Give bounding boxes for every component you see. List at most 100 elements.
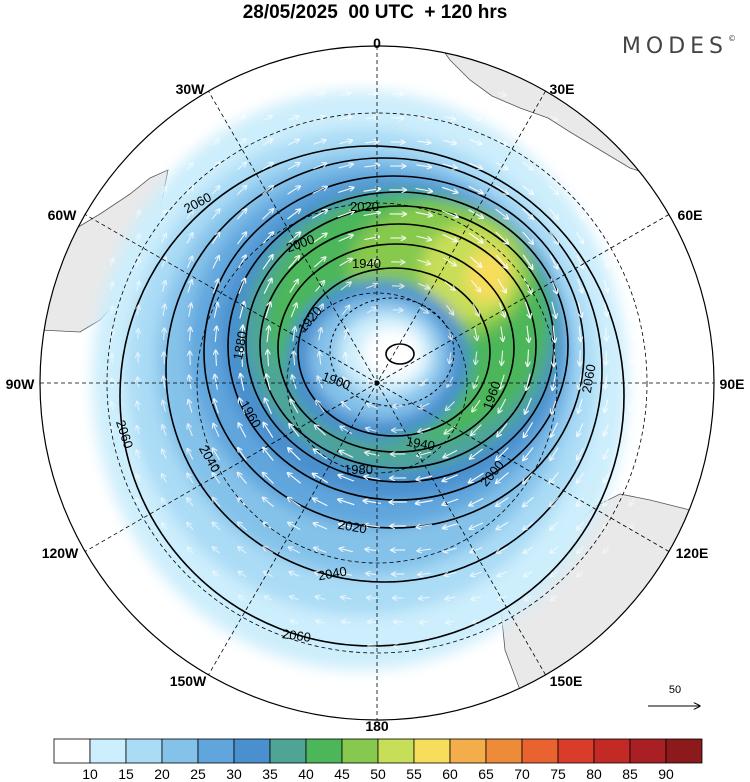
wind-vector-arrow [527, 325, 529, 343]
wind-vector-arrow [163, 304, 165, 316]
wind-vector-arrow [578, 398, 583, 413]
wind-vector-arrow [136, 210, 140, 218]
copyright-mark: © [728, 34, 736, 43]
wind-vector-arrow [238, 547, 247, 554]
wind-vector-arrow [186, 139, 193, 146]
wind-vector-arrow [366, 284, 377, 289]
wind-vector-arrow [444, 93, 455, 95]
wind-vector-arrow [136, 498, 140, 506]
wind-vector-arrow [577, 546, 584, 553]
wind-vector-arrow [657, 257, 660, 267]
wind-vector-arrow [657, 281, 659, 290]
colorbar-tick-label: 60 [442, 766, 458, 782]
wind-vector-arrow [365, 260, 378, 265]
wind-vector-arrow [287, 232, 300, 245]
wind-vector-arrow [213, 448, 220, 461]
wind-vector-arrow [339, 548, 353, 553]
wind-vector-arrow [576, 472, 585, 483]
contour-2000 [227, 191, 569, 501]
wind-vector-arrow [524, 301, 531, 318]
wind-vector-arrow [444, 281, 455, 291]
wind-vector-arrow [496, 521, 509, 529]
wind-vector-arrow [289, 279, 298, 293]
wind-vector-arrow [577, 570, 584, 576]
lon-label-180: 180 [365, 718, 389, 734]
wind-vector-arrow [288, 522, 301, 531]
wind-vector-arrow [238, 92, 245, 96]
wind-vector-arrow [418, 427, 431, 432]
wind-vector-arrow [293, 351, 294, 366]
wind-vector-arrow [337, 188, 354, 194]
wind-vector-arrow [417, 259, 430, 264]
wind-vector-arrow [339, 140, 352, 143]
wind-vector-arrow [288, 116, 299, 121]
wind-vector-arrow [496, 255, 508, 268]
wind-vector-arrow [576, 162, 583, 169]
wind-vector-arrow [550, 521, 559, 530]
wind-vector-arrow [604, 423, 609, 436]
wind-vector-arrow [316, 304, 323, 317]
wind-vector-arrow [443, 523, 458, 529]
wind-vector-arrow [415, 189, 433, 192]
wind-vector-arrow [313, 498, 328, 507]
wind-vector-arrow [550, 496, 559, 506]
wind-vector-arrow [549, 208, 559, 220]
wind-vector-arrow [337, 211, 355, 218]
wind-vector-arrow [550, 278, 557, 293]
wind-vector-arrow [314, 572, 326, 577]
wind-vector-arrow [495, 231, 509, 244]
wind-vector-arrow [211, 209, 220, 220]
wind-vector-arrow [188, 424, 193, 437]
wind-vector-arrow [238, 423, 247, 438]
wind-vector-arrow [187, 280, 192, 293]
wind-vector-arrow [238, 596, 246, 600]
wind-vector-arrow [242, 349, 243, 367]
wind-vector-arrow [161, 257, 166, 268]
wind-vector-arrow [416, 475, 433, 480]
wind-vector-arrow [468, 472, 484, 483]
wind-vector-arrow [523, 138, 532, 145]
colorbar-swatch [629, 738, 667, 764]
wind-vector-arrow [313, 257, 326, 268]
wind-vector-arrow [367, 307, 376, 314]
wind-vector-arrow [468, 185, 483, 193]
wind-vector-arrow [657, 377, 658, 387]
wind-vector-arrow [367, 404, 378, 409]
wind-vector-arrow [442, 163, 457, 168]
wind-vector-arrow [441, 186, 458, 192]
wind-vector-arrow [137, 281, 139, 291]
wind-vector-arrow [266, 374, 271, 391]
contour-1920 [297, 267, 491, 437]
wind-vector-arrow [577, 423, 584, 436]
wind-vector-arrow [111, 282, 113, 291]
wind-vector-arrow [417, 141, 431, 143]
map-boundary [39, 45, 715, 721]
wind-vector-arrow [340, 573, 353, 576]
wind-vector-arrow [137, 426, 140, 435]
wind-vector-arrow [442, 234, 458, 242]
wind-vector-arrow [186, 233, 193, 244]
colorbar-tick-label: 45 [334, 766, 350, 782]
wind-vector-arrow [657, 401, 659, 410]
wind-vector-arrow [363, 501, 381, 504]
wind-vector-arrow [315, 93, 324, 96]
colorbar-swatch [197, 738, 235, 764]
wind-vector-arrow [470, 546, 483, 553]
reference-vector-label: 50 [669, 684, 681, 696]
wind-vector-arrow [576, 255, 583, 269]
wind-vector-arrow [313, 449, 328, 460]
wind-vector-arrow [313, 523, 328, 530]
wind-vector-arrow [606, 351, 607, 365]
wind-vector-arrow [474, 375, 480, 389]
wind-vector-arrow [576, 521, 585, 530]
wind-vector-arrow [475, 327, 478, 341]
wind-vector-arrow [448, 328, 451, 340]
wind-vector-arrow [339, 451, 354, 458]
wind-vector-arrow [416, 525, 432, 528]
wind-vector-arrow [343, 377, 350, 388]
wind-vector-arrow [603, 255, 609, 268]
wind-vector-arrow [550, 115, 557, 121]
wind-vector-arrow [290, 596, 299, 600]
wind-vector-arrow [629, 256, 634, 267]
wind-vector-arrow [340, 117, 352, 119]
